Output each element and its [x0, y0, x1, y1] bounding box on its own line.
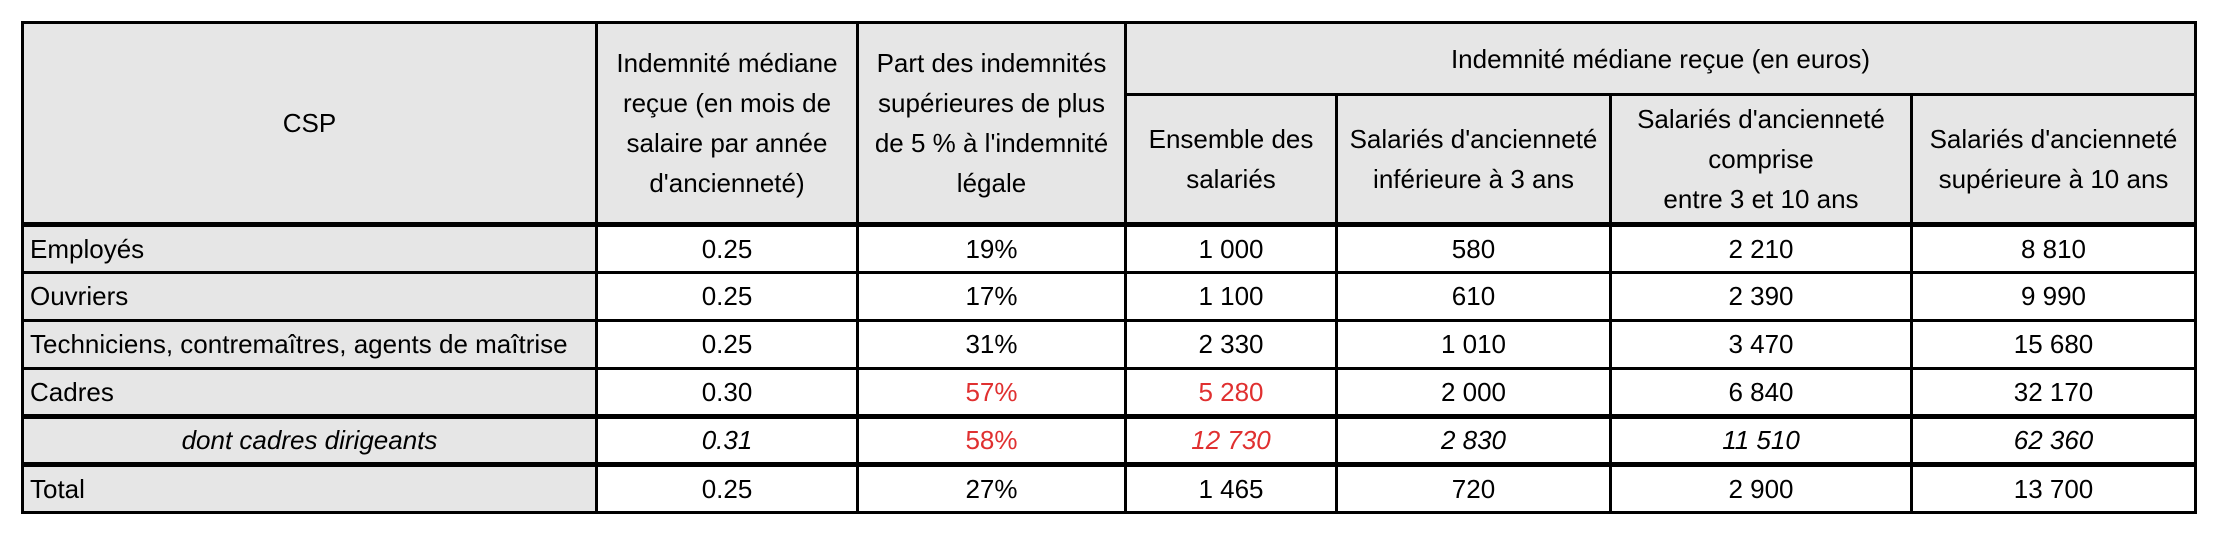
cell-ensemble: 1 465: [1124, 462, 1338, 514]
header-entre-3-10-ans: Salariés d'ancienneté comprise entre 3 et…: [1609, 93, 1913, 226]
table-container: CSP Indemnité médiane reçue (en mois de …: [21, 21, 2197, 514]
row-label: Cadres: [21, 367, 598, 418]
cell-part: 57%: [856, 367, 1127, 418]
cell-ensemble: 2 330: [1124, 319, 1338, 370]
table-row: dont cadres dirigeants 0.31 58% 12 730 2…: [21, 414, 2197, 466]
cell-part: 31%: [856, 319, 1127, 370]
cell-sup10: 9 990: [1910, 271, 2197, 322]
cell-mois: 0.25: [595, 462, 859, 514]
cell-entre: 3 470: [1609, 319, 1913, 370]
header-entre-line2: entre 3 et 10 ans: [1663, 184, 1859, 214]
cell-inf3: 580: [1335, 222, 1612, 274]
cell-mois: 0.25: [595, 222, 859, 274]
header-part-superieure: Part des indemnités supérieures de plus …: [856, 21, 1127, 226]
cell-sup10: 32 170: [1910, 367, 2197, 418]
cell-inf3: 2 000: [1335, 367, 1612, 418]
row-label: Employés: [21, 222, 598, 274]
cell-mois: 0.30: [595, 367, 859, 418]
header-entre-line1: Salariés d'ancienneté comprise: [1637, 104, 1885, 174]
header-group-euros: Indemnité médiane reçue (en euros): [1124, 21, 2197, 96]
cell-part: 19%: [856, 222, 1127, 274]
cell-mois: 0.25: [595, 271, 859, 322]
cell-sup10: 62 360: [1910, 414, 2197, 466]
cell-inf3: 1 010: [1335, 319, 1612, 370]
table-row: Employés 0.25 19% 1 000 580 2 210 8 810: [21, 222, 2197, 274]
header-indemnite-mois: Indemnité médiane reçue (en mois de sala…: [595, 21, 859, 226]
table-row: Cadres 0.30 57% 5 280 2 000 6 840 32 170: [21, 367, 2197, 418]
header-inf-3-ans: Salariés d'ancienneté inférieure à 3 ans: [1335, 93, 1612, 226]
row-label: Ouvriers: [21, 271, 598, 322]
cell-sup10: 15 680: [1910, 319, 2197, 370]
header-sup-10-ans: Salariés d'ancienneté supérieure à 10 an…: [1910, 93, 2197, 226]
table-row: Ouvriers 0.25 17% 1 100 610 2 390 9 990: [21, 271, 2197, 322]
cell-inf3: 720: [1335, 462, 1612, 514]
cell-inf3: 2 830: [1335, 414, 1612, 466]
cell-entre: 11 510: [1609, 414, 1913, 466]
cell-entre: 2 390: [1609, 271, 1913, 322]
cell-sup10: 8 810: [1910, 222, 2197, 274]
cell-inf3: 610: [1335, 271, 1612, 322]
cell-ensemble: 5 280: [1124, 367, 1338, 418]
cell-entre: 2 900: [1609, 462, 1913, 514]
header-ensemble: Ensemble des salariés: [1124, 93, 1338, 226]
header-csp: CSP: [21, 21, 598, 226]
cell-ensemble: 1 000: [1124, 222, 1338, 274]
table-row: Techniciens, contremaîtres, agents de ma…: [21, 319, 2197, 370]
cell-part: 58%: [856, 414, 1127, 466]
indemnite-table: CSP Indemnité médiane reçue (en mois de …: [21, 21, 2197, 514]
row-label: Total: [21, 462, 598, 514]
row-label: Techniciens, contremaîtres, agents de ma…: [21, 319, 598, 370]
cell-entre: 6 840: [1609, 367, 1913, 418]
cell-part: 17%: [856, 271, 1127, 322]
table-row: Total 0.25 27% 1 465 720 2 900 13 700: [21, 462, 2197, 514]
cell-ensemble: 12 730: [1124, 414, 1338, 466]
cell-sup10: 13 700: [1910, 462, 2197, 514]
cell-ensemble: 1 100: [1124, 271, 1338, 322]
cell-mois: 0.31: [595, 414, 859, 466]
cell-mois: 0.25: [595, 319, 859, 370]
cell-part: 27%: [856, 462, 1127, 514]
cell-entre: 2 210: [1609, 222, 1913, 274]
row-label: dont cadres dirigeants: [21, 414, 598, 466]
